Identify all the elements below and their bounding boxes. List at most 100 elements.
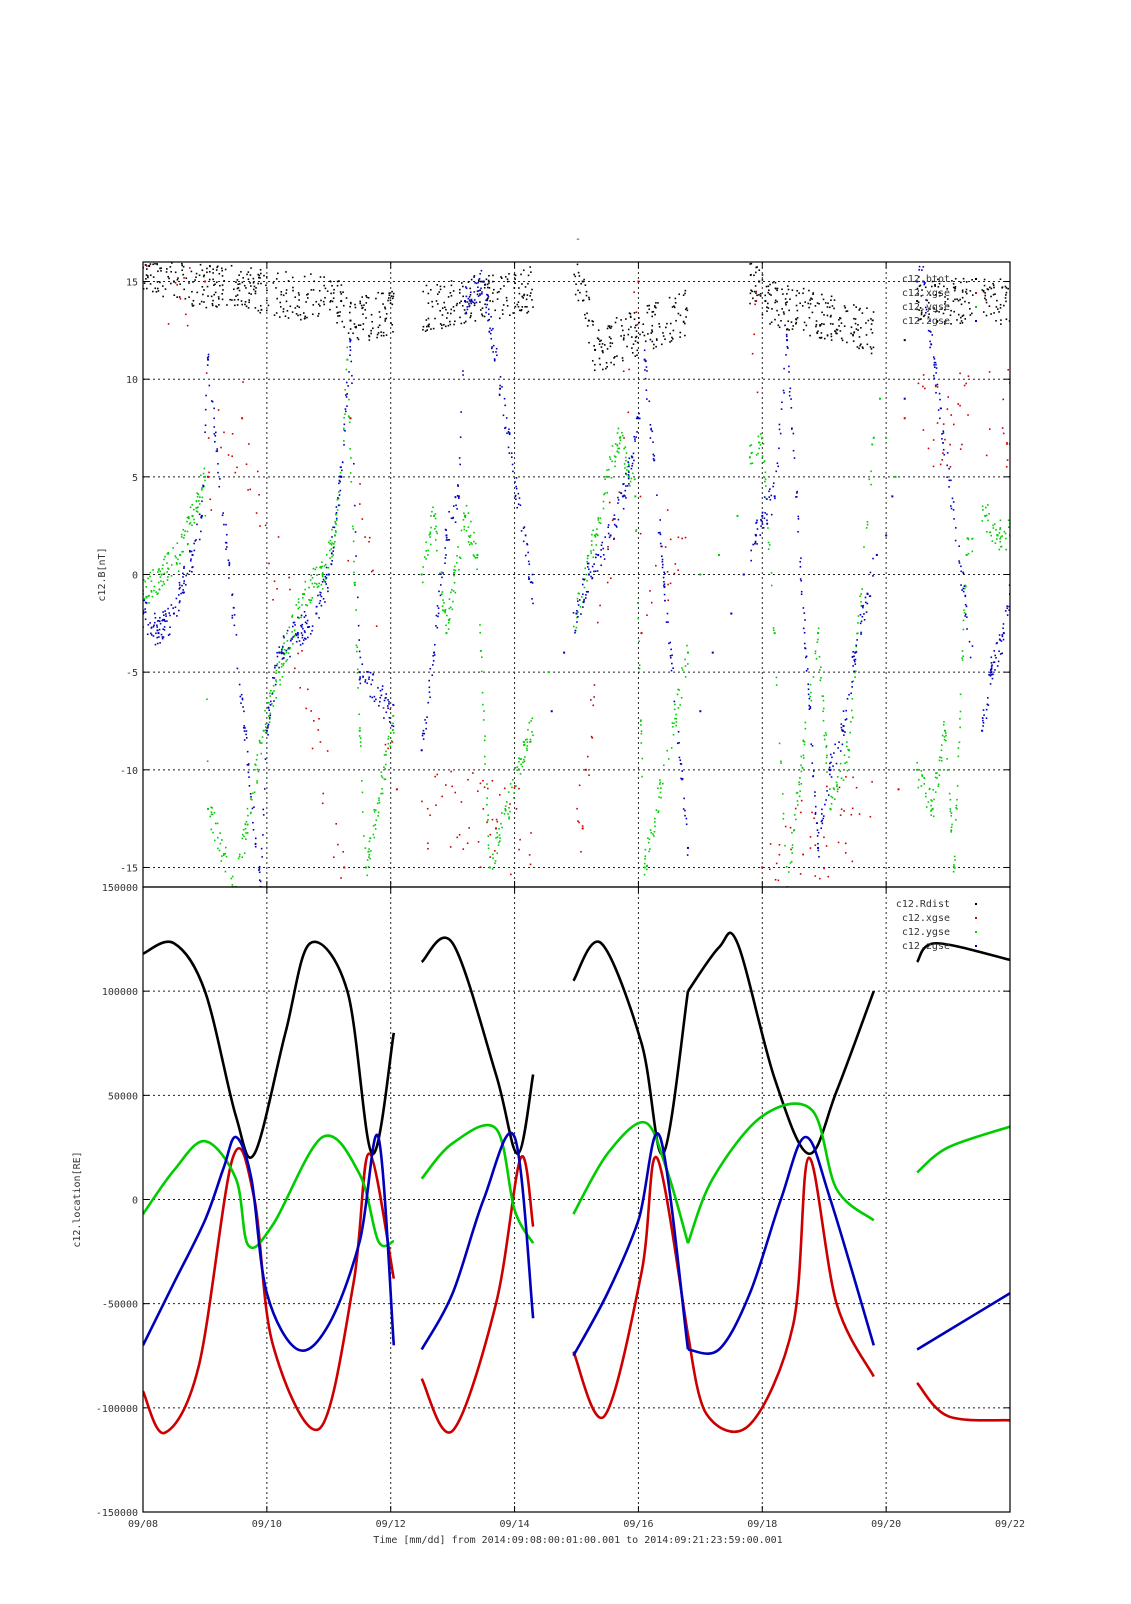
data-point [962, 277, 965, 280]
data-point [869, 346, 872, 348]
data-point [488, 318, 490, 321]
data-point [504, 404, 506, 407]
data-point [527, 728, 529, 731]
data-point [639, 495, 642, 498]
data-point [971, 538, 973, 540]
data-point [823, 836, 825, 839]
data-point [265, 729, 268, 732]
data-point [447, 324, 450, 327]
data-point [440, 593, 443, 595]
data-point [614, 321, 617, 324]
data-point [782, 812, 785, 815]
data-point [651, 340, 654, 343]
data-point [505, 296, 508, 299]
data-point [435, 804, 437, 807]
data-point [825, 799, 827, 801]
data-point [531, 598, 533, 600]
series-line [143, 1134, 395, 1250]
data-point [829, 315, 832, 318]
data-point [165, 271, 168, 273]
data-point [324, 581, 327, 583]
data-point [666, 749, 669, 752]
data-point [482, 703, 484, 706]
data-point [214, 435, 217, 437]
data-point [153, 612, 156, 615]
data-point [650, 428, 652, 431]
data-point [301, 636, 304, 639]
data-point [231, 875, 234, 878]
data-point [223, 853, 225, 855]
data-point [435, 530, 438, 533]
data-point [599, 522, 602, 525]
data-point [167, 576, 169, 578]
data-point [797, 515, 800, 518]
data-point [252, 821, 254, 824]
data-point [961, 289, 964, 292]
data-point [452, 590, 455, 592]
data-point [672, 733, 675, 736]
data-point [509, 314, 511, 316]
data-point [858, 336, 861, 338]
data-point [465, 311, 468, 314]
data-point [794, 807, 797, 810]
data-point [355, 555, 357, 557]
data-point [246, 807, 249, 810]
data-point [812, 676, 815, 678]
data-point [389, 731, 392, 734]
data-point [145, 268, 148, 270]
data-point [522, 761, 524, 764]
data-point [196, 492, 198, 494]
data-point [903, 417, 906, 420]
data-point [808, 316, 811, 319]
data-point [439, 309, 441, 312]
series-line [572, 1121, 690, 1244]
data-point [465, 529, 468, 532]
data-point [163, 233, 165, 235]
data-point [188, 282, 190, 284]
data-point [213, 811, 216, 814]
data-point [525, 298, 528, 301]
data-point [930, 343, 933, 346]
data-point [306, 297, 309, 299]
y-tick-label: 5 [132, 473, 138, 484]
data-point [365, 302, 368, 304]
data-point [276, 655, 279, 658]
data-point [172, 607, 174, 609]
data-point [755, 266, 758, 269]
data-point [677, 569, 679, 571]
data-point [384, 768, 387, 770]
data-point [262, 808, 265, 811]
data-point [673, 722, 675, 725]
data-point [170, 564, 173, 566]
data-point [661, 560, 664, 563]
data-point [1000, 640, 1003, 642]
data-point [954, 285, 957, 288]
data-point [373, 811, 376, 813]
data-point [148, 253, 150, 255]
data-point [176, 284, 178, 286]
data-point [636, 431, 638, 433]
data-point [439, 285, 442, 288]
data-point [183, 288, 185, 291]
data-point [185, 584, 187, 586]
data-point [516, 766, 519, 768]
data-point [919, 307, 922, 309]
data-point [198, 274, 201, 277]
data-point [957, 747, 960, 749]
data-point [833, 788, 835, 791]
data-point [144, 245, 146, 247]
legend-marker [975, 292, 977, 294]
data-point [361, 296, 364, 298]
data-point [321, 575, 324, 578]
data-point [592, 556, 595, 559]
data-point [434, 517, 437, 520]
data-point [298, 299, 300, 301]
data-point [946, 476, 948, 478]
data-point [996, 534, 998, 536]
data-point [273, 700, 275, 702]
data-point [840, 726, 843, 729]
data-point [164, 258, 166, 260]
data-point [932, 356, 935, 358]
data-point [254, 763, 256, 766]
data-point [796, 492, 798, 494]
